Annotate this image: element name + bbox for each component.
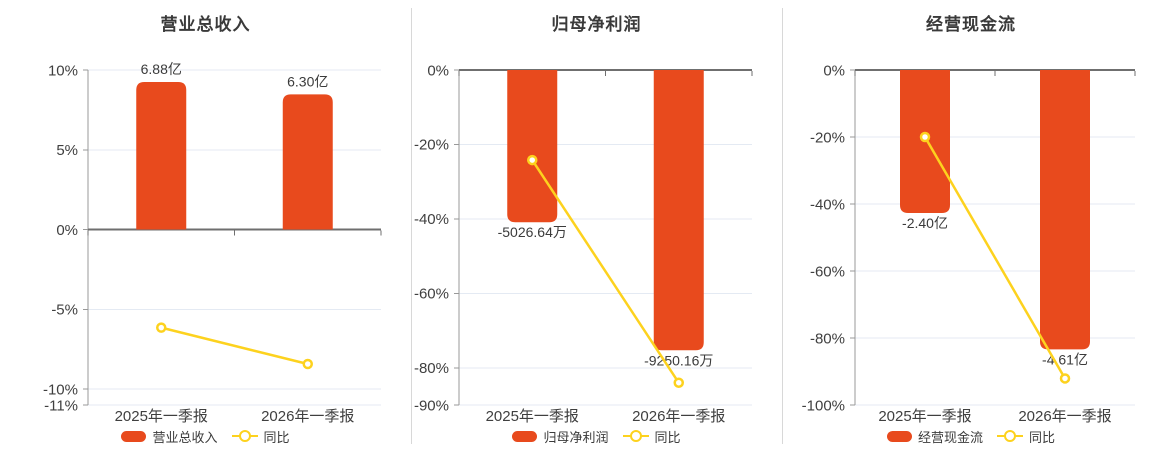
yoy-series-label: 同比 xyxy=(654,429,681,445)
yoy-line[interactable] xyxy=(160,326,309,366)
y-tick-label: 0% xyxy=(56,222,78,239)
bar-value-label: -9250.16万 xyxy=(644,352,713,368)
yoy-series-label: 同比 xyxy=(263,429,290,445)
bar-value-label: 6.30亿 xyxy=(287,73,328,89)
legend-item-yoy-series[interactable]: 同比 xyxy=(997,427,1055,446)
bar-1[interactable] xyxy=(653,70,704,351)
y-tick-label: -40% xyxy=(414,211,449,228)
legend-item-bar-series[interactable]: 归母净利润 xyxy=(512,427,609,446)
bar-1[interactable] xyxy=(282,94,333,230)
chart-svg: 6.88亿 6.30亿 10% 5% 0% -5% -10%-11% 2025年一季报 2026… xyxy=(43,61,382,425)
bar-series-label: 经营现金流 xyxy=(917,429,983,445)
y-tick-label: -11% xyxy=(44,397,78,414)
y-tick-label: -20% xyxy=(414,137,449,154)
chart-title-revenue: 营业总收入 xyxy=(160,15,251,34)
chart-title-cash-flow: 经营现金流 xyxy=(926,15,1016,34)
legend-item-yoy-series[interactable]: 同比 xyxy=(231,427,290,446)
chart-panel-net-profit: 归母净利润 -5026.64万 -9250.16万 0% -20% -40% -60% -8… xyxy=(411,0,782,450)
x-category-label: 2026年一季报 xyxy=(632,408,725,425)
bar-series-label: 归母净利润 xyxy=(543,429,609,445)
yoy-point-1[interactable] xyxy=(1059,373,1071,384)
bar-value-label: -2.40亿 xyxy=(902,215,948,231)
y-tick-label: -100% xyxy=(802,397,845,414)
y-tick-label: -60% xyxy=(414,286,449,303)
yoy-series-label: 同比 xyxy=(1029,429,1056,445)
yoy-point-0[interactable] xyxy=(919,131,931,143)
revenue-chart: 6.88亿 6.30亿 10% 5% 0% -5% -10% -11% 2025年一季报 2026… xyxy=(0,0,411,450)
net-profit-chart-legend: 归母净利润 同比 xyxy=(411,427,782,446)
y-tick-label: 10% xyxy=(48,62,78,79)
bar-value-label: -4.61亿 xyxy=(1042,351,1088,367)
legend-item-yoy-series[interactable]: 同比 xyxy=(622,427,681,446)
yoy-point-0[interactable] xyxy=(527,154,538,166)
y-tick-label: -60% xyxy=(810,263,845,280)
panel-divider xyxy=(782,8,783,444)
bar-value-label: -5026.64万 xyxy=(498,224,567,240)
chart-panel-cash-flow: 经营现金流 -2.40亿 -4.61亿 0% -20% -40% -60% -80% -100… xyxy=(782,0,1160,450)
yoy-point-0[interactable] xyxy=(156,322,167,333)
y-tick-label: 0% xyxy=(427,62,449,79)
y-tick-label: -5% xyxy=(51,302,78,319)
yoy-line-marker-icon xyxy=(997,429,1023,442)
legend-item-bar-series[interactable]: 营业总收入 xyxy=(121,427,218,446)
chart-svg: -2.40亿 -4.61亿 0% -20% -40% -60% -80% -100% 2025年… xyxy=(802,62,1136,425)
y-tick-label: -40% xyxy=(810,196,845,213)
y-tick-label: 0% xyxy=(823,62,845,79)
yoy-line[interactable] xyxy=(531,159,680,384)
revenue-chart-legend: 营业总收入 同比 xyxy=(0,427,411,446)
x-category-label: 2025年一季报 xyxy=(115,408,208,425)
x-category-label: 2026年一季报 xyxy=(261,408,354,425)
y-tick-label: -10% xyxy=(43,381,78,398)
yoy-point-1[interactable] xyxy=(673,377,684,388)
y-tick-label: -80% xyxy=(810,330,845,347)
net-profit-chart: -5026.64万 -9250.16万 0% -20% -40% -60% -80% -90%… xyxy=(411,0,782,450)
bar-0[interactable] xyxy=(136,81,187,230)
bar-0[interactable] xyxy=(507,70,558,223)
cash-flow-chart-legend: 经营现金流 同比 xyxy=(782,427,1160,446)
yoy-line-marker-icon xyxy=(231,429,258,442)
bar-series-swatch xyxy=(121,430,147,442)
yoy-line-marker-icon xyxy=(622,429,649,442)
bar-series-swatch xyxy=(886,430,912,442)
bar-series-label: 营业总收入 xyxy=(152,429,218,445)
cash-flow-chart: -2.40亿 -4.61亿 0% -20% -40% -60% -80% -100% 2025年… xyxy=(782,0,1160,450)
panel-divider xyxy=(411,8,412,444)
legend-item-bar-series[interactable]: 经营现金流 xyxy=(886,427,983,446)
chart-panel-revenue: 营业总收入 6.88亿 6.30亿 10% 5% 0% -5% -10% -11% 2025年一… xyxy=(0,0,411,450)
bar-1[interactable] xyxy=(1040,70,1090,350)
chart-svg: -5026.64万 -9250.16万 0% -20% -40% -60% -80% -90%… xyxy=(414,62,753,425)
y-tick-label: -80% xyxy=(414,360,449,377)
bar-series-swatch xyxy=(512,430,538,442)
x-category-label: 2026年一季报 xyxy=(1018,408,1111,425)
y-tick-label: -20% xyxy=(810,129,845,146)
x-category-label: 2025年一季报 xyxy=(878,408,971,425)
x-category-label: 2025年一季报 xyxy=(486,408,579,425)
y-tick-label: 5% xyxy=(56,142,78,159)
yoy-line[interactable] xyxy=(923,136,1067,380)
bar-value-label: 6.88亿 xyxy=(141,61,182,77)
y-tick-label: -90% xyxy=(414,397,449,414)
yoy-point-1[interactable] xyxy=(302,358,313,370)
chart-title-net-profit: 归母净利润 xyxy=(551,15,642,34)
